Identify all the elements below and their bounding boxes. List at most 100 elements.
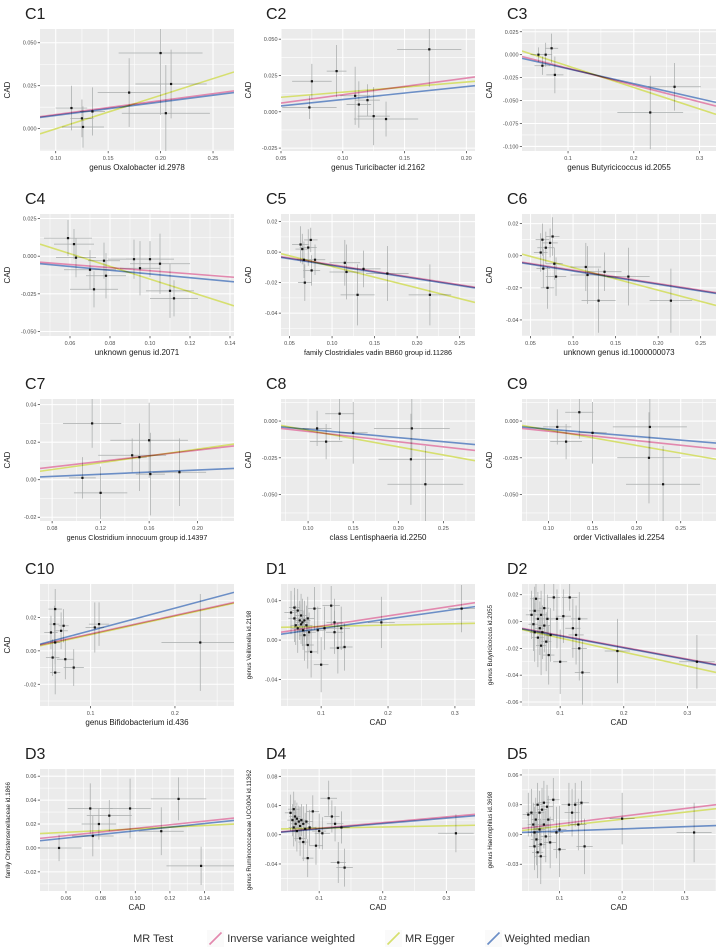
panel-title: C7 bbox=[25, 376, 46, 393]
axis-ticks: 0.10 0.15 0.20 0.25 0.000 -0.025 -0.050 bbox=[262, 419, 449, 532]
gridlines bbox=[281, 214, 475, 336]
line-wmedian bbox=[522, 57, 716, 104]
y-axis-label: CAD bbox=[244, 451, 253, 468]
line-ivw bbox=[522, 261, 716, 294]
axis-ticks: 0.1 0.2 0.3 0.04 0.00 -0.04 bbox=[265, 599, 459, 717]
svg-text:0.14: 0.14 bbox=[225, 341, 236, 347]
panel-title: C6 bbox=[507, 191, 528, 208]
line-ivw bbox=[522, 427, 716, 450]
svg-text:0.20: 0.20 bbox=[192, 526, 203, 532]
panel-C6: 0.05 0.10 0.15 0.20 0.25 0.02 0.00 -0.02 -0.04 un… bbox=[482, 185, 723, 370]
regression-lines bbox=[40, 243, 234, 307]
x-axis-label: CAD bbox=[370, 903, 387, 912]
svg-text:0.2: 0.2 bbox=[630, 156, 638, 162]
panel-C8: 0.10 0.15 0.20 0.25 0.000 -0.025 -0.050 class L… bbox=[241, 370, 482, 555]
axis-ticks: 0.10 0.15 0.20 0.25 0.000 0.025 0.050 bbox=[23, 41, 219, 162]
svg-text:0.12: 0.12 bbox=[185, 341, 196, 347]
svg-text:0.02: 0.02 bbox=[26, 615, 37, 621]
panel-plot-D4: 0.1 0.2 0.3 0.08 0.04 0.00 -0.04 CAD genus Rumin… bbox=[246, 746, 475, 912]
gridlines bbox=[40, 214, 234, 336]
line-wmedian bbox=[40, 591, 234, 645]
svg-text:-0.075: -0.075 bbox=[503, 121, 519, 127]
svg-text:0.00: 0.00 bbox=[26, 846, 37, 852]
svg-text:-0.02: -0.02 bbox=[24, 515, 37, 521]
svg-text:0.000: 0.000 bbox=[23, 254, 37, 260]
data-points bbox=[49, 607, 202, 674]
panel-D5: 0.1 0.2 0.3 0.06 0.03 0.00 -0.03 CAD genus Haemo… bbox=[482, 740, 723, 925]
regression-lines bbox=[281, 76, 475, 107]
y-axis-label: family Christensenellaceae id.1866 bbox=[5, 781, 12, 878]
x-axis-label: CAD bbox=[129, 903, 146, 912]
panel-D2: 0.1 0.2 0.3 0.02 0.00 -0.02 -0.04 -0.06 CAD genus… bbox=[482, 555, 723, 740]
line-wmedian bbox=[281, 605, 475, 635]
svg-text:0.08: 0.08 bbox=[105, 341, 116, 347]
svg-text:0.06: 0.06 bbox=[61, 896, 72, 902]
gridlines bbox=[522, 29, 716, 151]
svg-text:0.08: 0.08 bbox=[47, 526, 58, 532]
x-axis-label: genus Oxalobacter id.2978 bbox=[89, 163, 185, 172]
panel-title: C9 bbox=[507, 376, 528, 393]
svg-text:0.025: 0.025 bbox=[23, 217, 37, 223]
plot-area bbox=[522, 399, 716, 521]
svg-text:0.00: 0.00 bbox=[508, 254, 519, 260]
axis-ticks: 0.05 0.10 0.15 0.20 0.25 0.02 0.00 -0.02 -0.04 bbox=[265, 220, 465, 347]
regression-lines bbox=[522, 253, 716, 307]
axis-ticks: 0.06 0.08 0.10 0.12 0.14 0.025 0.000 -0.025 -0.0… bbox=[21, 217, 235, 347]
line-ivw bbox=[40, 445, 234, 470]
svg-text:0.05: 0.05 bbox=[276, 156, 287, 162]
svg-text:0.10: 0.10 bbox=[303, 526, 314, 532]
svg-text:0.06: 0.06 bbox=[508, 773, 519, 779]
svg-text:0.06: 0.06 bbox=[65, 341, 76, 347]
svg-text:-0.04: -0.04 bbox=[265, 677, 278, 683]
svg-text:0.1: 0.1 bbox=[556, 896, 564, 902]
svg-text:-0.025: -0.025 bbox=[262, 456, 278, 462]
svg-text:0.10: 0.10 bbox=[50, 156, 61, 162]
legend-entry-ivw: Inverse variance weighted bbox=[207, 930, 355, 947]
panel-title: D4 bbox=[266, 746, 287, 763]
y-axis-label: genus Haemophilus id.3698 bbox=[487, 791, 494, 868]
axis-ticks: 0.1 0.2 0.3 0.08 0.04 0.00 -0.04 bbox=[265, 774, 450, 902]
svg-text:-0.04: -0.04 bbox=[265, 311, 278, 317]
x-axis-label: unknown genus id.1000000073 bbox=[563, 348, 675, 357]
line-wmedian bbox=[40, 262, 234, 283]
y-axis-label: genus Ruminococcaceae UCG004 id.11362 bbox=[246, 769, 253, 890]
svg-text:0.10: 0.10 bbox=[145, 341, 156, 347]
y-axis-label: CAD bbox=[485, 266, 494, 283]
y-axis-label: CAD bbox=[3, 451, 12, 468]
line-egger bbox=[522, 807, 716, 832]
line-wmedian bbox=[281, 84, 475, 107]
regression-lines bbox=[40, 817, 234, 842]
svg-text:0.10: 0.10 bbox=[337, 156, 348, 162]
svg-text:0.10: 0.10 bbox=[130, 896, 141, 902]
svg-text:-0.025: -0.025 bbox=[262, 146, 278, 152]
regression-lines bbox=[281, 424, 475, 462]
svg-text:0.1: 0.1 bbox=[315, 896, 323, 902]
svg-text:0.00: 0.00 bbox=[267, 250, 278, 256]
panel-title: D3 bbox=[25, 746, 46, 763]
svg-text:0.15: 0.15 bbox=[610, 341, 621, 347]
svg-text:0.000: 0.000 bbox=[505, 419, 519, 425]
y-axis-label: genus Butyricicoccus id.2055 bbox=[487, 604, 494, 685]
axis-ticks: 0.05 0.10 0.15 0.20 -0.025 0.000 0.025 0.050 bbox=[262, 37, 472, 162]
svg-text:0.1: 0.1 bbox=[564, 156, 572, 162]
axis-ticks: 0.10 0.15 0.20 0.25 0.000 -0.025 -0.050 bbox=[503, 419, 686, 532]
line-egger bbox=[40, 243, 234, 307]
regression-lines bbox=[522, 50, 716, 116]
regression-lines bbox=[40, 443, 234, 478]
panel-plot-C3: 0.1 0.2 0.3 0.025 0.000 -0.025 -0.050 -0.075 -0.… bbox=[485, 6, 716, 172]
plot-area bbox=[522, 769, 716, 891]
panel-plot-C8: 0.10 0.15 0.20 0.25 0.000 -0.025 -0.050 class L… bbox=[244, 376, 475, 542]
svg-text:0.15: 0.15 bbox=[399, 156, 410, 162]
plot-area bbox=[281, 214, 475, 336]
panel-C1: 0.10 0.15 0.20 0.25 0.000 0.025 0.050 genus Oxa… bbox=[0, 0, 241, 185]
svg-text:0.025: 0.025 bbox=[264, 73, 278, 79]
panel-plot-C6: 0.05 0.10 0.15 0.20 0.25 0.02 0.00 -0.02 -0.04 un… bbox=[485, 191, 716, 357]
svg-text:-0.02: -0.02 bbox=[24, 870, 37, 876]
x-axis-label: CAD bbox=[370, 718, 387, 727]
svg-text:-0.04: -0.04 bbox=[506, 673, 519, 679]
svg-text:0.06: 0.06 bbox=[26, 774, 37, 780]
data-points bbox=[289, 797, 458, 869]
x-axis-label: genus Bifidobacterium id.436 bbox=[85, 718, 189, 727]
line-ivw bbox=[281, 427, 475, 452]
line-ivw bbox=[281, 601, 475, 634]
